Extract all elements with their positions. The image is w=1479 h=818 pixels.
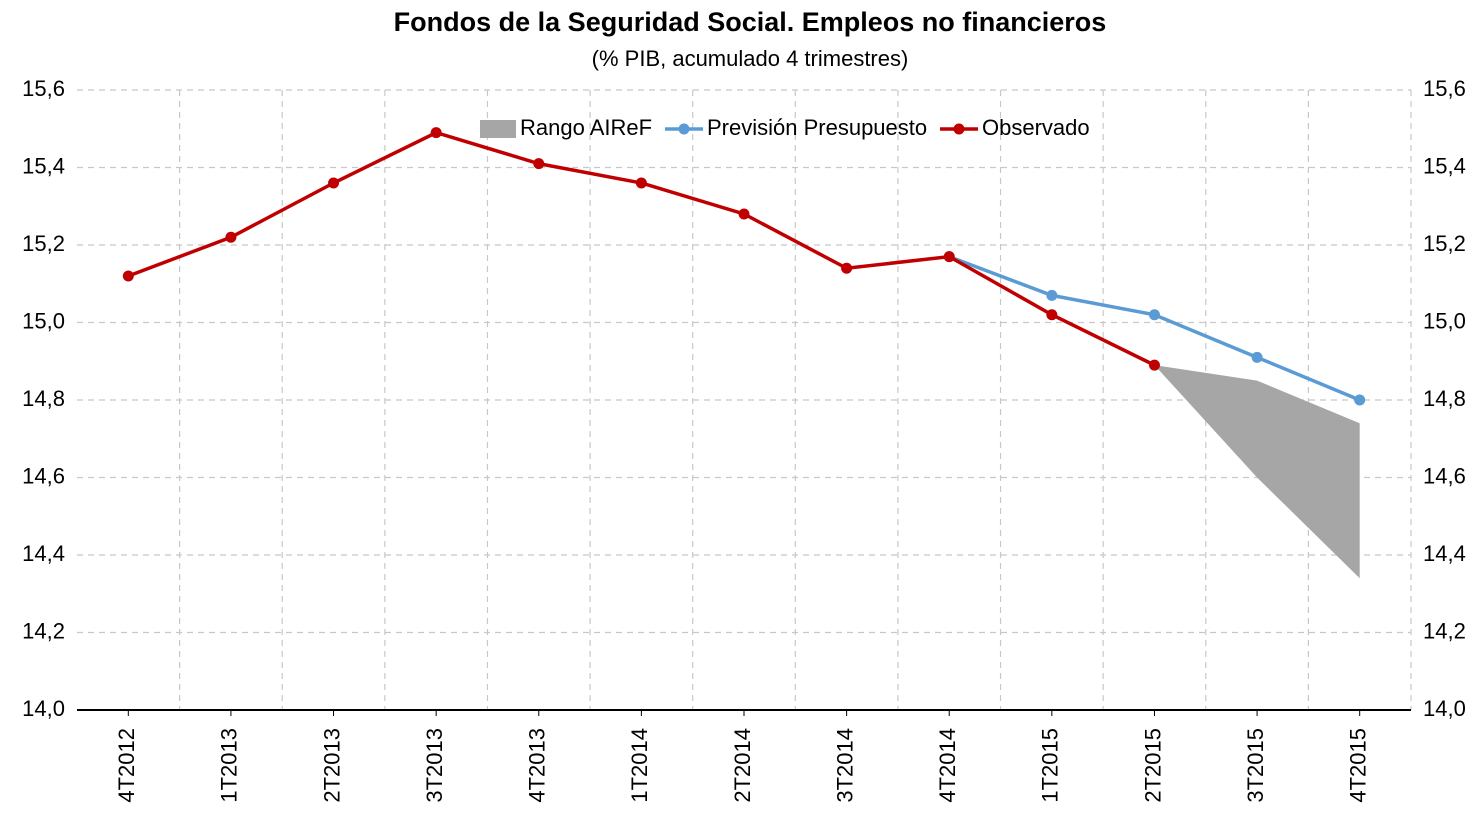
x-tick-label: 2T2014 bbox=[730, 728, 755, 803]
range-band bbox=[1154, 365, 1360, 579]
marker bbox=[1354, 394, 1366, 406]
y-tick-label: 15,6 bbox=[22, 76, 65, 101]
marker bbox=[1148, 309, 1160, 321]
marker bbox=[225, 231, 237, 243]
y-tick-label: 15,0 bbox=[22, 308, 65, 333]
marker bbox=[738, 208, 750, 220]
y2-tick-label: 14,6 bbox=[1423, 463, 1466, 488]
marker bbox=[1046, 289, 1058, 301]
y-tick-label: 14,6 bbox=[22, 463, 65, 488]
marker bbox=[430, 127, 442, 139]
marker bbox=[1251, 351, 1263, 363]
y2-tick-label: 15,4 bbox=[1423, 153, 1466, 178]
y2-tick-label: 15,2 bbox=[1423, 231, 1466, 256]
x-tick-label: 1T2014 bbox=[627, 728, 652, 803]
chart-subtitle: (% PIB, acumulado 4 trimestres) bbox=[592, 46, 909, 71]
legend-swatch bbox=[480, 120, 516, 138]
y-tick-label: 15,2 bbox=[22, 231, 65, 256]
marker bbox=[328, 177, 340, 189]
legend-label: Rango AIReF bbox=[520, 115, 652, 140]
marker bbox=[533, 158, 545, 170]
x-tick-label: 3T2015 bbox=[1243, 728, 1268, 803]
legend-marker bbox=[953, 123, 965, 135]
marker bbox=[841, 262, 853, 274]
y-tick-label: 14,0 bbox=[22, 696, 65, 721]
y-tick-label: 14,8 bbox=[22, 386, 65, 411]
legend-marker bbox=[678, 123, 690, 135]
marker bbox=[1046, 309, 1058, 321]
marker bbox=[943, 251, 955, 263]
y-tick-label: 15,4 bbox=[22, 153, 65, 178]
x-tick-label: 1T2015 bbox=[1038, 728, 1063, 803]
x-tick-label: 4T2013 bbox=[525, 728, 550, 803]
x-tick-label: 3T2014 bbox=[832, 728, 857, 803]
x-tick-label: 1T2013 bbox=[217, 728, 242, 803]
x-tick-label: 4T2012 bbox=[114, 728, 139, 803]
y2-tick-label: 14,0 bbox=[1423, 696, 1466, 721]
legend-label: Previsión Presupuesto bbox=[707, 115, 927, 140]
y-tick-label: 14,4 bbox=[22, 541, 65, 566]
line bbox=[948, 254, 1361, 402]
y-tick-label: 14,2 bbox=[22, 618, 65, 643]
x-tick-label: 3T2013 bbox=[422, 728, 447, 803]
chart-title: Fondos de la Seguridad Social. Empleos n… bbox=[394, 7, 1107, 37]
x-tick-label: 4T2015 bbox=[1346, 728, 1371, 803]
y2-tick-label: 15,0 bbox=[1423, 308, 1466, 333]
y2-tick-label: 14,4 bbox=[1423, 541, 1466, 566]
x-tick-label: 2T2015 bbox=[1140, 728, 1165, 803]
y2-tick-label: 14,2 bbox=[1423, 618, 1466, 643]
legend-label: Observado bbox=[982, 115, 1090, 140]
x-tick-label: 4T2014 bbox=[935, 728, 960, 803]
marker bbox=[1148, 359, 1160, 371]
marker bbox=[635, 177, 647, 189]
y2-tick-label: 15,6 bbox=[1423, 76, 1466, 101]
marker bbox=[122, 270, 134, 282]
y2-tick-label: 14,8 bbox=[1423, 386, 1466, 411]
x-tick-label: 2T2013 bbox=[319, 728, 344, 803]
